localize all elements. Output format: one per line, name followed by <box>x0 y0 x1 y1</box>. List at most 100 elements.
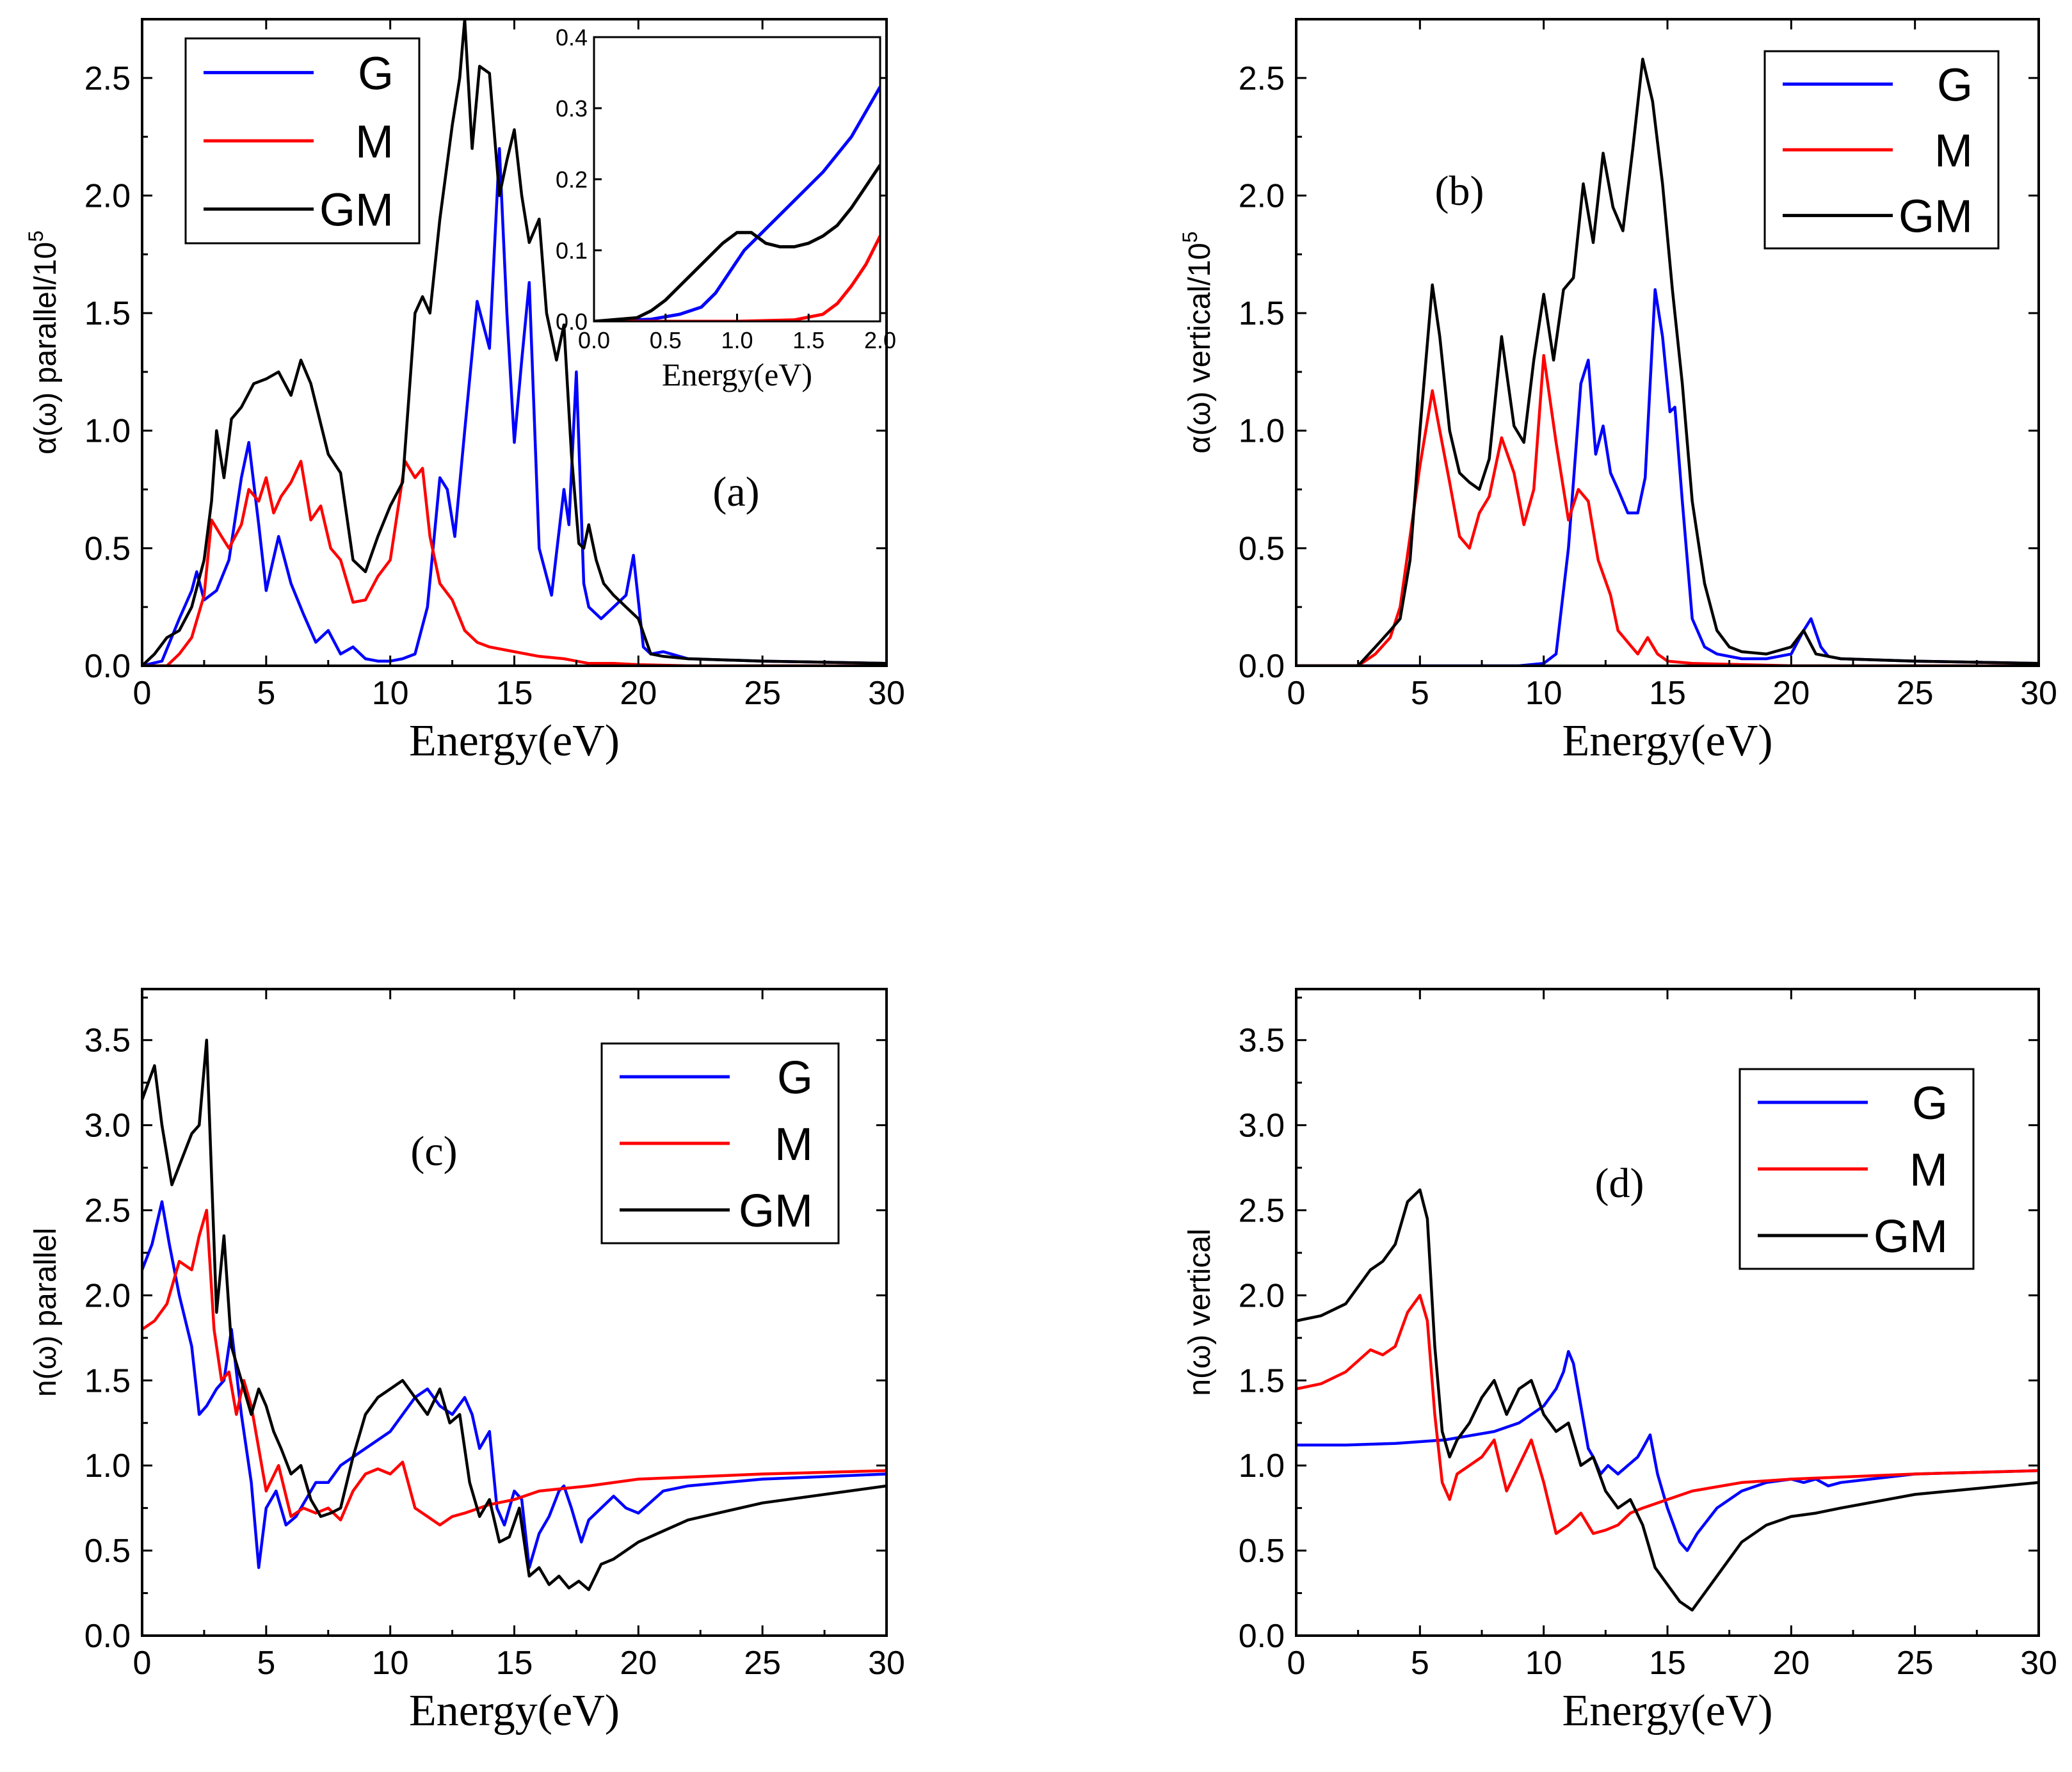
y-tick-label: 0.5 <box>84 530 131 567</box>
y-tick-label: 2.0 <box>1239 177 1285 214</box>
x-tick-label: 25 <box>744 675 781 712</box>
legend-label-M: M <box>1909 1145 1948 1196</box>
y-tick-label: 0.0 <box>84 1618 131 1655</box>
series-G-line <box>1296 1349 2039 1552</box>
x-tick-label: 5 <box>1411 1645 1429 1682</box>
y-axis-title-main: n(ω) vertical <box>1183 1228 1217 1396</box>
inset-x-tick-label: 2.0 <box>864 327 896 353</box>
inset-x-tick-label: 0.0 <box>578 327 610 353</box>
x-tick-label: 20 <box>620 1645 657 1682</box>
y-tick-label: 2.0 <box>1239 1277 1285 1314</box>
legend-label-G: G <box>358 48 394 99</box>
y-tick-label: 1.0 <box>84 413 131 450</box>
legend-label-G: G <box>1937 60 1973 111</box>
panel-label: (d) <box>1595 1160 1644 1207</box>
legend: GM GM <box>184 37 421 245</box>
panel-label: (c) <box>410 1128 457 1175</box>
y-axis-title-superscript: 5 <box>24 230 47 242</box>
inset-y-tick-label: 0.0 <box>556 309 588 335</box>
series-G-line <box>142 147 887 666</box>
inset-x-axis-title: Energy(eV) <box>662 357 812 392</box>
x-axis-title: Energy(eV) <box>409 716 620 766</box>
legend-label-GM: GM <box>1899 191 1973 243</box>
y-tick-label: 0.0 <box>84 648 131 685</box>
inset-y-tick-label: 0.3 <box>556 95 588 122</box>
y-axis-title-main: α(ω) vertical/10 <box>1183 243 1217 453</box>
y-tick-label: 2.5 <box>1239 1193 1285 1230</box>
inset-y-tick-label: 0.1 <box>556 238 588 264</box>
panel-c: 0 5 10 15 20 25 30 0.0 0.5 1.0 1.5 2.0 2.5 3.0 3.5 Ener… <box>29 988 905 1736</box>
y-tick-label: 3.5 <box>84 1022 131 1059</box>
series-GM-line <box>1296 58 2039 666</box>
y-tick-label: 3.0 <box>1239 1108 1285 1145</box>
inset-frame <box>593 36 881 323</box>
y-tick-label: 1.0 <box>84 1447 131 1485</box>
series-GM-line <box>142 1038 887 1591</box>
y-axis-title-superscript: 5 <box>1178 231 1201 243</box>
series-G-line <box>1296 288 2039 666</box>
x-tick-label: 0 <box>1287 675 1306 712</box>
y-tick-label: 2.5 <box>1239 60 1285 97</box>
legend-label-G: G <box>777 1052 813 1104</box>
y-tick-label: 1.0 <box>1239 1447 1285 1485</box>
y-tick-label: 3.5 <box>1239 1022 1285 1059</box>
inset-x-tick-label: 1.5 <box>792 327 824 353</box>
y-tick-label: 2.5 <box>84 1193 131 1230</box>
x-tick-label: 0 <box>133 675 152 712</box>
legend: GM GM <box>1763 50 2000 250</box>
x-tick-label: 25 <box>1897 675 1934 712</box>
y-tick-label: 2.5 <box>84 60 131 97</box>
y-tick-label: 0.0 <box>1239 1618 1285 1655</box>
inset-x-tick-label: 0.5 <box>650 327 682 353</box>
series-G-line <box>142 1200 887 1569</box>
x-tick-label: 20 <box>1772 675 1810 712</box>
panel-a: 0 5 10 15 20 25 30 0.0 0.5 1.0 1.5 2.0 2.5 Energy(eV)… <box>24 18 905 766</box>
x-tick-label: 20 <box>1772 1645 1810 1682</box>
x-tick-label: 10 <box>1525 1645 1562 1682</box>
y-axis-title: n(ω) parallel <box>29 1228 63 1397</box>
legend-label-GM: GM <box>1874 1211 1948 1262</box>
legend: GM GM <box>600 1042 840 1244</box>
x-axis-title: Energy(eV) <box>1562 716 1772 766</box>
inset-chart: 0.0 0.5 1.0 1.5 2.0 0.0 0.1 0.2 0.3 0.4 Energy(eV) <box>556 24 896 392</box>
x-tick-label: 30 <box>868 675 905 712</box>
x-tick-label: 10 <box>372 675 409 712</box>
y-tick-label: 1.5 <box>84 1362 131 1399</box>
x-tick-label: 0 <box>133 1645 152 1682</box>
x-tick-label: 15 <box>496 1645 533 1682</box>
y-tick-label: 0.5 <box>84 1533 131 1570</box>
y-axis-title-main: n(ω) parallel <box>29 1228 63 1397</box>
legend-label-M: M <box>1934 125 1973 177</box>
y-axis-title: α(ω) parallel/105 <box>24 230 63 455</box>
y-tick-label: 2.0 <box>84 1277 131 1314</box>
x-tick-label: 30 <box>2020 675 2057 712</box>
x-tick-label: 15 <box>1649 1645 1686 1682</box>
panel-label: (b) <box>1435 168 1484 214</box>
legend-label-GM: GM <box>739 1186 813 1237</box>
y-axis-title: n(ω) vertical <box>1183 1228 1217 1396</box>
inset-y-tick-label: 0.2 <box>556 166 588 193</box>
y-tick-label: 3.0 <box>84 1108 131 1145</box>
legend-label-G: G <box>1912 1078 1948 1129</box>
x-axis-title: Energy(eV) <box>409 1686 620 1736</box>
x-tick-label: 5 <box>257 675 275 712</box>
series-M-line <box>142 460 887 666</box>
series-GM-line <box>1296 1188 2039 1612</box>
x-tick-label: 15 <box>496 675 533 712</box>
inset-series-G-line <box>594 86 880 321</box>
x-tick-label: 25 <box>1897 1645 1934 1682</box>
panel-d: 0 5 10 15 20 25 30 0.0 0.5 1.0 1.5 2.0 2.5 3.0 3.5 Ener… <box>1183 988 2057 1736</box>
y-tick-label: 1.5 <box>1239 1362 1285 1399</box>
x-tick-label: 25 <box>744 1645 781 1682</box>
legend: GM GM <box>1739 1068 1975 1270</box>
y-axis-title: α(ω) vertical/105 <box>1178 231 1217 453</box>
y-tick-label: 0.0 <box>1239 648 1285 685</box>
x-tick-label: 20 <box>620 675 657 712</box>
panel-label: (a) <box>712 469 759 515</box>
inset-series-GM-line <box>594 164 880 321</box>
x-tick-label: 0 <box>1287 1645 1306 1682</box>
series-M-line <box>1296 353 2039 666</box>
inset-x-tick-label: 1.0 <box>721 327 753 353</box>
x-tick-label: 5 <box>1411 675 1429 712</box>
